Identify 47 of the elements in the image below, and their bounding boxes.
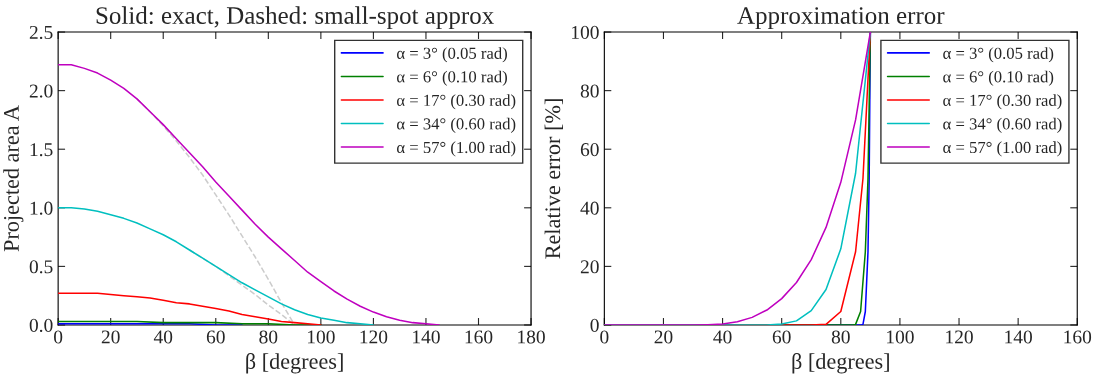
- legend-label: α = 17° (0.30 rad): [943, 94, 1062, 110]
- y-axis-title: Relative error [%]: [544, 99, 563, 259]
- x-tick-label: 60: [206, 330, 225, 344]
- legend-label: α = 3° (0.05 rad): [397, 47, 507, 63]
- y-tick-label: 2.0: [29, 84, 53, 98]
- y-tick-label: 60: [580, 143, 599, 157]
- x-tick-label: 60: [772, 330, 791, 344]
- x-tick-label: 180: [518, 330, 545, 344]
- x-tick-label: 100: [887, 330, 914, 344]
- y-tick-label: 0.5: [29, 260, 53, 274]
- y-tick-label: 1.5: [30, 143, 53, 157]
- x-tick-label: 20: [654, 330, 673, 344]
- legend-label: α = 34° (0.60 rad): [397, 117, 516, 133]
- legend-label: α = 6° (0.10 rad): [943, 70, 1054, 86]
- legend-label: α = 57° (1.00 rad): [397, 141, 516, 157]
- x-tick-label: 0: [54, 330, 63, 344]
- y-tick-label: 100: [572, 25, 599, 39]
- chart-title: Solid: exact, Dashed: small-spot approx: [96, 6, 494, 30]
- x-tick-label: 140: [1005, 330, 1032, 344]
- legend-label: α = 57° (1.00 rad): [943, 141, 1062, 157]
- x-tick-label: 100: [307, 330, 335, 344]
- x-tick-label: 40: [153, 330, 173, 344]
- y-tick-label: 80: [580, 84, 599, 98]
- legend-label: α = 3° (0.05 rad): [943, 47, 1054, 63]
- x-tick-label: 20: [101, 330, 120, 344]
- chart-title: Approximation error: [737, 7, 945, 30]
- x-tick-label: 120: [360, 330, 388, 344]
- y-tick-label: 1.0: [30, 201, 53, 215]
- x-tick-label: 160: [465, 330, 493, 344]
- x-tick-label: 80: [831, 330, 850, 344]
- x-tick-label: 40: [713, 330, 732, 344]
- y-tick-label: 40: [580, 201, 599, 215]
- x-axis-title: β [degrees]: [792, 353, 889, 374]
- x-tick-label: 160: [1064, 330, 1092, 344]
- y-tick-label: 0: [590, 318, 599, 332]
- legend-label: α = 17° (0.30 rad): [397, 94, 516, 110]
- x-axis-title: β [degrees]: [246, 353, 343, 374]
- y-tick-label: 2.5: [29, 25, 53, 40]
- x-tick-label: 0: [600, 330, 609, 344]
- x-tick-label: 120: [946, 330, 973, 344]
- x-tick-label: 80: [259, 330, 278, 344]
- y-axis-title: Projected area A: [3, 105, 24, 252]
- y-tick-label: 0.0: [29, 318, 53, 332]
- y-tick-label: 20: [580, 260, 599, 274]
- x-tick-label: 140: [413, 330, 440, 344]
- legend-label: α = 34° (0.60 rad): [943, 117, 1062, 133]
- legend-label: α = 6° (0.10 rad): [397, 70, 507, 86]
